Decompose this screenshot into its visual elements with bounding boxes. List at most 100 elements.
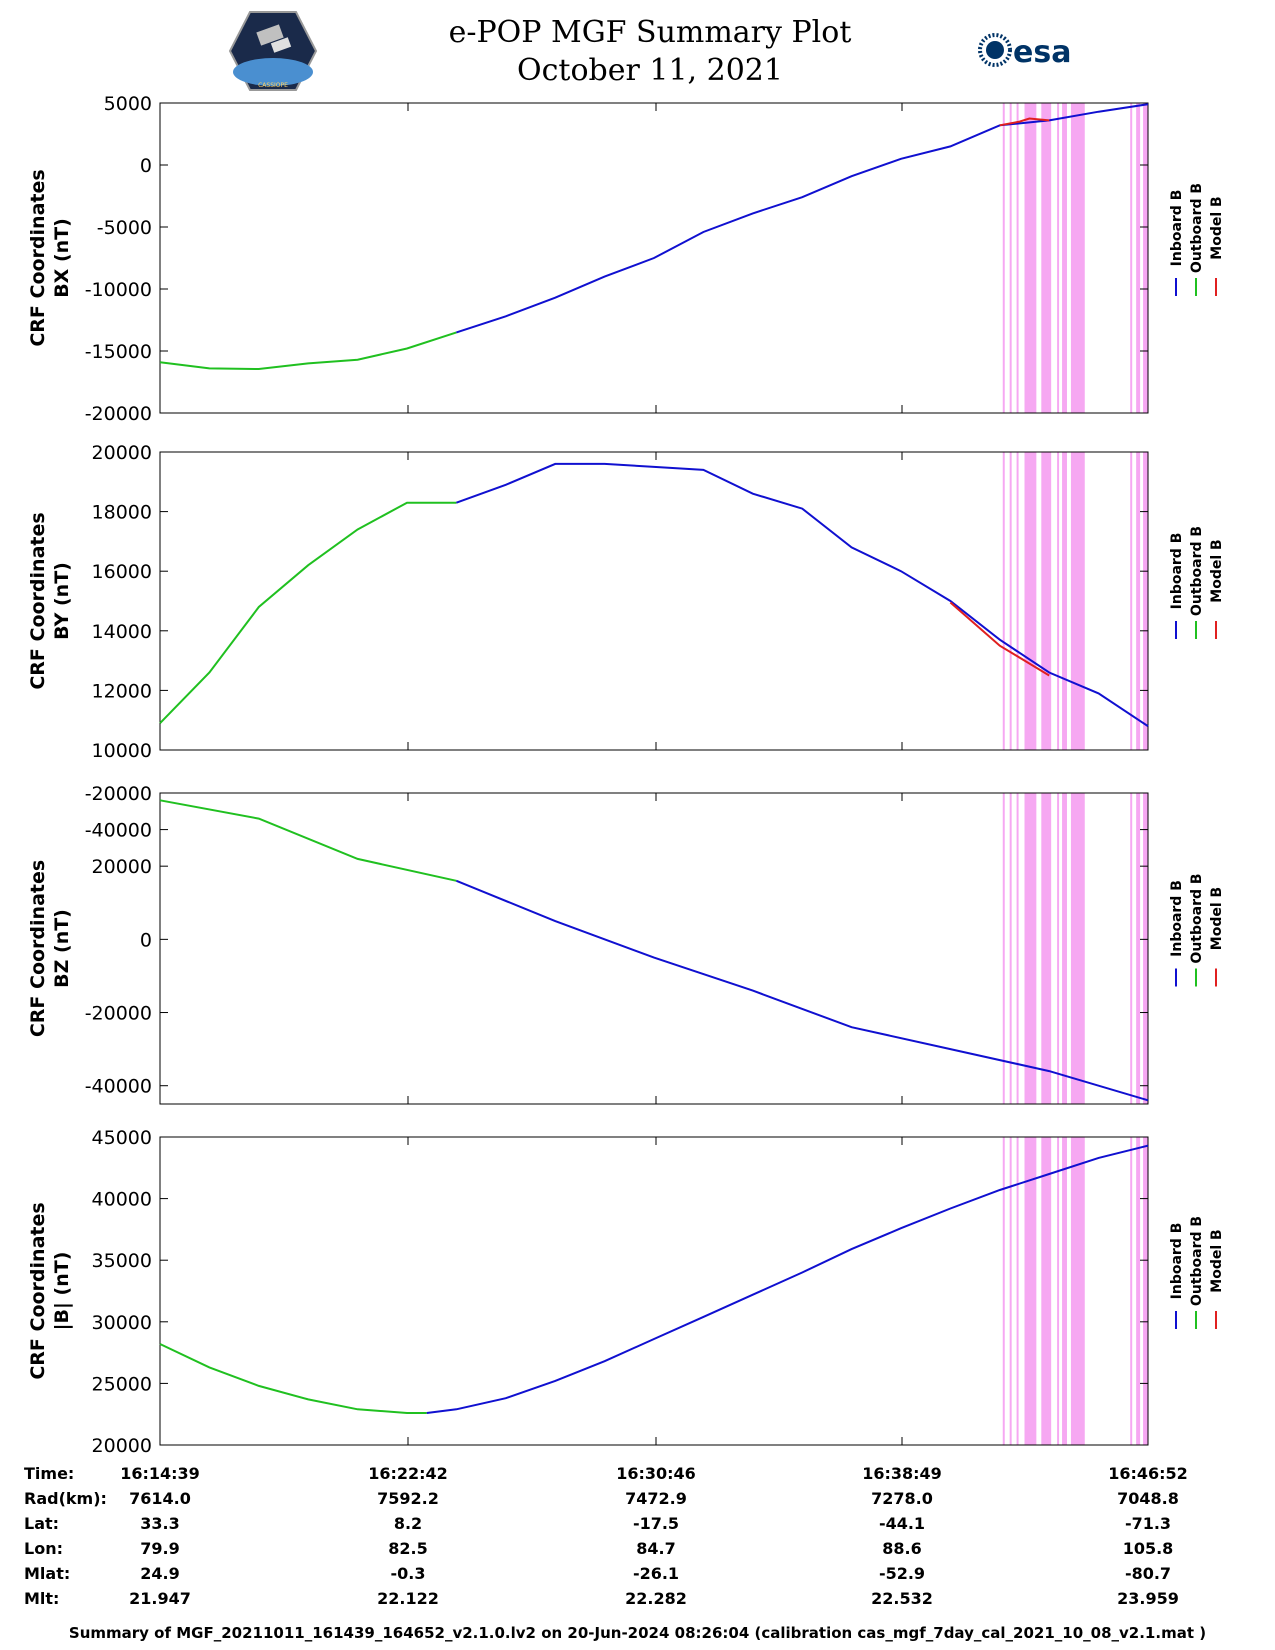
legend-label: Outboard B xyxy=(1189,1216,1205,1306)
series-inboard-b xyxy=(456,462,1149,728)
y-tick-label: 45000 xyxy=(92,1127,152,1149)
legend-label: Model B xyxy=(1209,1229,1225,1292)
series-outboard-b xyxy=(159,1343,427,1414)
info-cell: -52.9 xyxy=(878,1564,926,1583)
info-row-label: Time: xyxy=(24,1464,75,1483)
y-tick-label: 10000 xyxy=(92,740,152,762)
info-cell: 8.2 xyxy=(393,1514,423,1533)
shading-band xyxy=(1143,1137,1148,1445)
info-cell: 33.3 xyxy=(140,1514,180,1533)
y-tick-label: 12000 xyxy=(92,680,152,702)
shading-band xyxy=(1016,1137,1019,1445)
y-tick-label: -15000 xyxy=(85,341,152,363)
title-block: e-POP MGF Summary Plot October 11, 2021 xyxy=(380,14,920,90)
panel-frame xyxy=(159,102,1149,414)
shading-band xyxy=(1057,1137,1060,1445)
shading-band xyxy=(1136,103,1141,413)
shading-band xyxy=(1002,1137,1005,1445)
shading-band xyxy=(1024,452,1037,750)
info-cell: 82.5 xyxy=(388,1539,428,1558)
info-cell: 16:14:39 xyxy=(120,1464,200,1483)
info-cell: 16:22:42 xyxy=(368,1464,448,1483)
y-tick-label: 0 xyxy=(140,929,152,951)
legend-label: Outboard B xyxy=(1189,873,1205,963)
series-inboard-b xyxy=(456,103,1149,334)
y-tick-label: 16000 xyxy=(92,561,152,583)
y-tick-label: -5000 xyxy=(97,217,152,239)
shading-band xyxy=(1130,793,1133,1104)
shading-band xyxy=(1143,103,1148,413)
panel-3: -20000 -40000 20000 0 -20000 -40000 CRF Coordi… xyxy=(27,783,1225,1105)
y-tick-label: 20000 xyxy=(92,1435,152,1457)
y-tick-label: -20000 xyxy=(85,1003,152,1025)
esa-logo: esa xyxy=(975,30,1085,78)
y-tick-label: 14000 xyxy=(92,621,152,643)
series-model-b xyxy=(949,601,1050,677)
info-row-label: Lat: xyxy=(24,1514,60,1533)
y-axis-label: CRF Coordinates BY (nT) xyxy=(27,512,73,689)
legend: Inboard B Outboard B Model B xyxy=(1169,873,1225,987)
info-cell: -26.1 xyxy=(632,1564,680,1583)
shading-band xyxy=(1041,793,1052,1104)
y-tick-label: 40000 xyxy=(92,1189,152,1211)
shading-band xyxy=(1062,793,1067,1104)
panel-frame xyxy=(159,1136,1149,1446)
info-cell: -80.7 xyxy=(1124,1564,1172,1583)
panel-2: 20000 18000 16000 14000 12000 10000 CRF Coordi… xyxy=(27,442,1225,762)
y-axis-label: CRF Coordinates BZ (nT) xyxy=(27,860,73,1037)
shading-band xyxy=(1130,103,1133,413)
panel-frame xyxy=(159,792,1149,1105)
info-cell: 22.282 xyxy=(625,1589,687,1608)
shading-band xyxy=(1057,452,1060,750)
footer-note: Summary of MGF_20211011_161439_164652_v2… xyxy=(68,1624,1207,1642)
shading-band xyxy=(1009,452,1012,750)
y-tick-label: -40000 xyxy=(85,820,152,842)
panel-4: 45000 40000 35000 30000 25000 20000 CRF Coordi… xyxy=(27,1127,1225,1457)
y-tick-label: -10000 xyxy=(85,279,152,301)
shading-band xyxy=(1136,452,1141,750)
shading-band xyxy=(1016,452,1019,750)
info-row-label: Rad(km): xyxy=(24,1489,107,1508)
series-outboard-b xyxy=(159,799,457,882)
plot-date: October 11, 2021 xyxy=(517,53,783,88)
y-tick-label: -20000 xyxy=(85,783,152,805)
legend-label: Model B xyxy=(1209,196,1225,259)
info-cell: 24.9 xyxy=(140,1564,180,1583)
shading-band xyxy=(1057,793,1060,1104)
y-tick-label: 20000 xyxy=(92,442,152,464)
legend: Inboard B Outboard B Model B xyxy=(1169,183,1225,296)
series-inboard-b xyxy=(456,879,1149,1102)
shading-band xyxy=(1143,452,1148,750)
info-cell: 84.7 xyxy=(636,1539,676,1558)
series-outboard-b xyxy=(159,331,457,371)
shading-band xyxy=(1002,452,1005,750)
info-cell: 21.947 xyxy=(129,1589,191,1608)
series-model-b xyxy=(999,117,1050,127)
orbit-info-table: Time: 16:14:39 16:22:42 16:30:46 16:38:49 16:… xyxy=(0,1460,1275,1610)
plot-title: e-POP MGF Summary Plot xyxy=(448,15,852,50)
cassiope-logo-text: CASSIOPE xyxy=(258,82,288,89)
shading-band xyxy=(1009,1137,1012,1445)
panel-1: 5000 0 -5000 -10000 -15000 -20000 CRF Coordina… xyxy=(27,93,1225,425)
legend: Inboard B Outboard B Model B xyxy=(1169,526,1225,639)
shading-band xyxy=(1130,1137,1133,1445)
y-tick-label: -20000 xyxy=(85,403,152,425)
series-outboard-b xyxy=(159,501,457,724)
legend-label: Inboard B xyxy=(1169,880,1185,957)
info-cell: 23.959 xyxy=(1117,1589,1179,1608)
y-tick-label: 20000 xyxy=(92,856,152,878)
shading-band xyxy=(1024,1137,1037,1445)
legend-label: Inboard B xyxy=(1169,533,1185,610)
info-cell: 16:38:49 xyxy=(862,1464,942,1483)
y-tick-label: 0 xyxy=(140,155,152,177)
legend-label: Model B xyxy=(1209,887,1225,950)
info-cell: 105.8 xyxy=(1122,1539,1174,1558)
shading-band xyxy=(1016,103,1019,413)
info-cell: -0.3 xyxy=(390,1564,426,1583)
info-cell: 7614.0 xyxy=(129,1489,191,1508)
shading-band xyxy=(1070,793,1085,1104)
shading-band xyxy=(1136,793,1141,1104)
legend: Inboard B Outboard B Model B xyxy=(1169,1216,1225,1329)
y-tick-label: -40000 xyxy=(85,1076,152,1098)
y-tick-label: 5000 xyxy=(104,93,152,115)
